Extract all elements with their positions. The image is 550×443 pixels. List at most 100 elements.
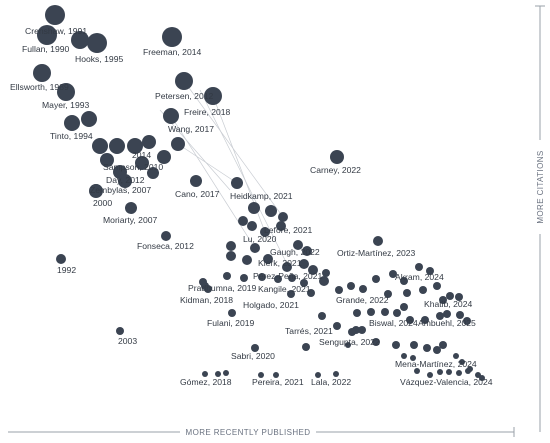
paper-node-y2003[interactable] [116, 327, 124, 335]
paper-node[interactable] [247, 221, 257, 231]
paper-node[interactable] [100, 153, 114, 167]
paper-node[interactable] [265, 205, 277, 217]
paper-node[interactable] [276, 221, 286, 231]
paper-node[interactable] [456, 370, 462, 376]
paper-node[interactable] [443, 310, 451, 318]
paper-node[interactable] [288, 274, 296, 282]
paper-node[interactable] [223, 272, 231, 280]
paper-node-biswal[interactable] [400, 303, 408, 311]
paper-node[interactable] [240, 274, 248, 282]
paper-node[interactable] [242, 255, 252, 265]
paper-node-gomez[interactable] [202, 371, 208, 377]
paper-node-fullan[interactable] [37, 25, 57, 45]
paper-node[interactable] [353, 309, 361, 317]
paper-node-akram[interactable] [415, 263, 423, 271]
paper-node[interactable] [282, 262, 292, 272]
paper-node-vazquez[interactable] [467, 366, 473, 372]
paper-node-cano[interactable] [190, 175, 202, 187]
paper-node[interactable] [433, 282, 441, 290]
paper-node[interactable] [463, 317, 471, 325]
paper-node-kangile[interactable] [319, 276, 329, 286]
paper-node[interactable] [358, 326, 366, 334]
paper-node-grande[interactable] [372, 275, 380, 283]
paper-node-klerk[interactable] [302, 246, 312, 256]
paper-node[interactable] [389, 270, 397, 278]
paper-node[interactable] [410, 355, 416, 361]
paper-node-freire[interactable] [204, 87, 222, 105]
paper-node[interactable] [308, 265, 318, 275]
paper-node[interactable] [455, 293, 463, 301]
paper-node[interactable] [258, 273, 266, 281]
paper-node[interactable] [403, 289, 411, 297]
paper-node[interactable] [381, 308, 389, 316]
paper-node-lu[interactable] [260, 227, 270, 237]
paper-node[interactable] [401, 353, 407, 359]
paper-node[interactable] [423, 344, 431, 352]
paper-node-mena[interactable] [433, 346, 441, 354]
paper-node-day[interactable] [118, 174, 132, 188]
paper-node-pereira[interactable] [258, 372, 264, 378]
paper-node[interactable] [215, 371, 221, 377]
paper-node[interactable] [92, 138, 108, 154]
paper-node-sabri[interactable] [251, 344, 259, 352]
paper-node-y2000[interactable] [90, 184, 102, 196]
paper-node-holgado[interactable] [287, 290, 295, 298]
paper-node[interactable] [345, 342, 351, 348]
paper-node-moriarty[interactable] [125, 202, 137, 214]
paper-node[interactable] [414, 368, 420, 374]
paper-node[interactable] [393, 309, 401, 317]
paper-node[interactable] [419, 286, 427, 294]
paper-node[interactable] [226, 251, 236, 261]
paper-node[interactable] [273, 372, 279, 378]
paper-node-khatib[interactable] [446, 292, 454, 300]
paper-node[interactable] [367, 308, 375, 316]
paper-node-hooks[interactable] [87, 33, 107, 53]
paper-node-petersen[interactable] [175, 72, 193, 90]
paper-node[interactable] [248, 202, 260, 214]
paper-node[interactable] [439, 341, 447, 349]
paper-node[interactable] [109, 138, 125, 154]
paper-node-freeman[interactable] [162, 27, 182, 47]
paper-node-pradhumna[interactable] [199, 278, 207, 286]
paper-node-carney[interactable] [330, 150, 344, 164]
paper-node[interactable] [427, 372, 433, 378]
paper-node[interactable] [300, 279, 308, 287]
paper-node-kidman[interactable] [204, 285, 212, 293]
paper-node-lefore[interactable] [278, 212, 288, 222]
paper-node[interactable] [238, 216, 248, 226]
paper-node[interactable] [406, 316, 414, 324]
paper-node[interactable] [71, 31, 89, 49]
paper-node-y1992[interactable] [56, 254, 66, 264]
paper-node[interactable] [384, 290, 392, 298]
paper-node[interactable] [359, 285, 367, 293]
paper-node[interactable] [392, 341, 400, 349]
paper-node[interactable] [333, 322, 341, 330]
paper-node[interactable] [81, 111, 97, 127]
paper-node[interactable] [274, 275, 282, 283]
paper-node[interactable] [400, 277, 408, 285]
paper-node[interactable] [421, 316, 429, 324]
paper-node[interactable] [226, 241, 236, 251]
paper-node-fonseca[interactable] [161, 231, 171, 241]
paper-node[interactable] [171, 137, 185, 151]
paper-node-ortiz[interactable] [373, 236, 383, 246]
paper-node[interactable] [127, 138, 143, 154]
paper-node[interactable] [333, 371, 339, 377]
paper-node-ambuehl[interactable] [436, 312, 444, 320]
paper-node[interactable] [147, 167, 159, 179]
paper-node[interactable] [263, 254, 273, 264]
paper-node-perez[interactable] [299, 259, 309, 269]
paper-node-tarres[interactable] [318, 312, 326, 320]
paper-node-ellsworth[interactable] [33, 64, 51, 82]
paper-node[interactable] [453, 353, 459, 359]
paper-node-wang[interactable] [163, 108, 179, 124]
paper-node[interactable] [439, 296, 447, 304]
paper-node[interactable] [347, 282, 355, 290]
paper-node[interactable] [142, 135, 156, 149]
paper-node[interactable] [479, 375, 485, 381]
paper-node[interactable] [446, 369, 452, 375]
paper-node-lala[interactable] [315, 372, 321, 378]
paper-node-mayer[interactable] [57, 83, 75, 101]
paper-node[interactable] [250, 243, 260, 253]
paper-node-gaugh[interactable] [293, 240, 303, 250]
